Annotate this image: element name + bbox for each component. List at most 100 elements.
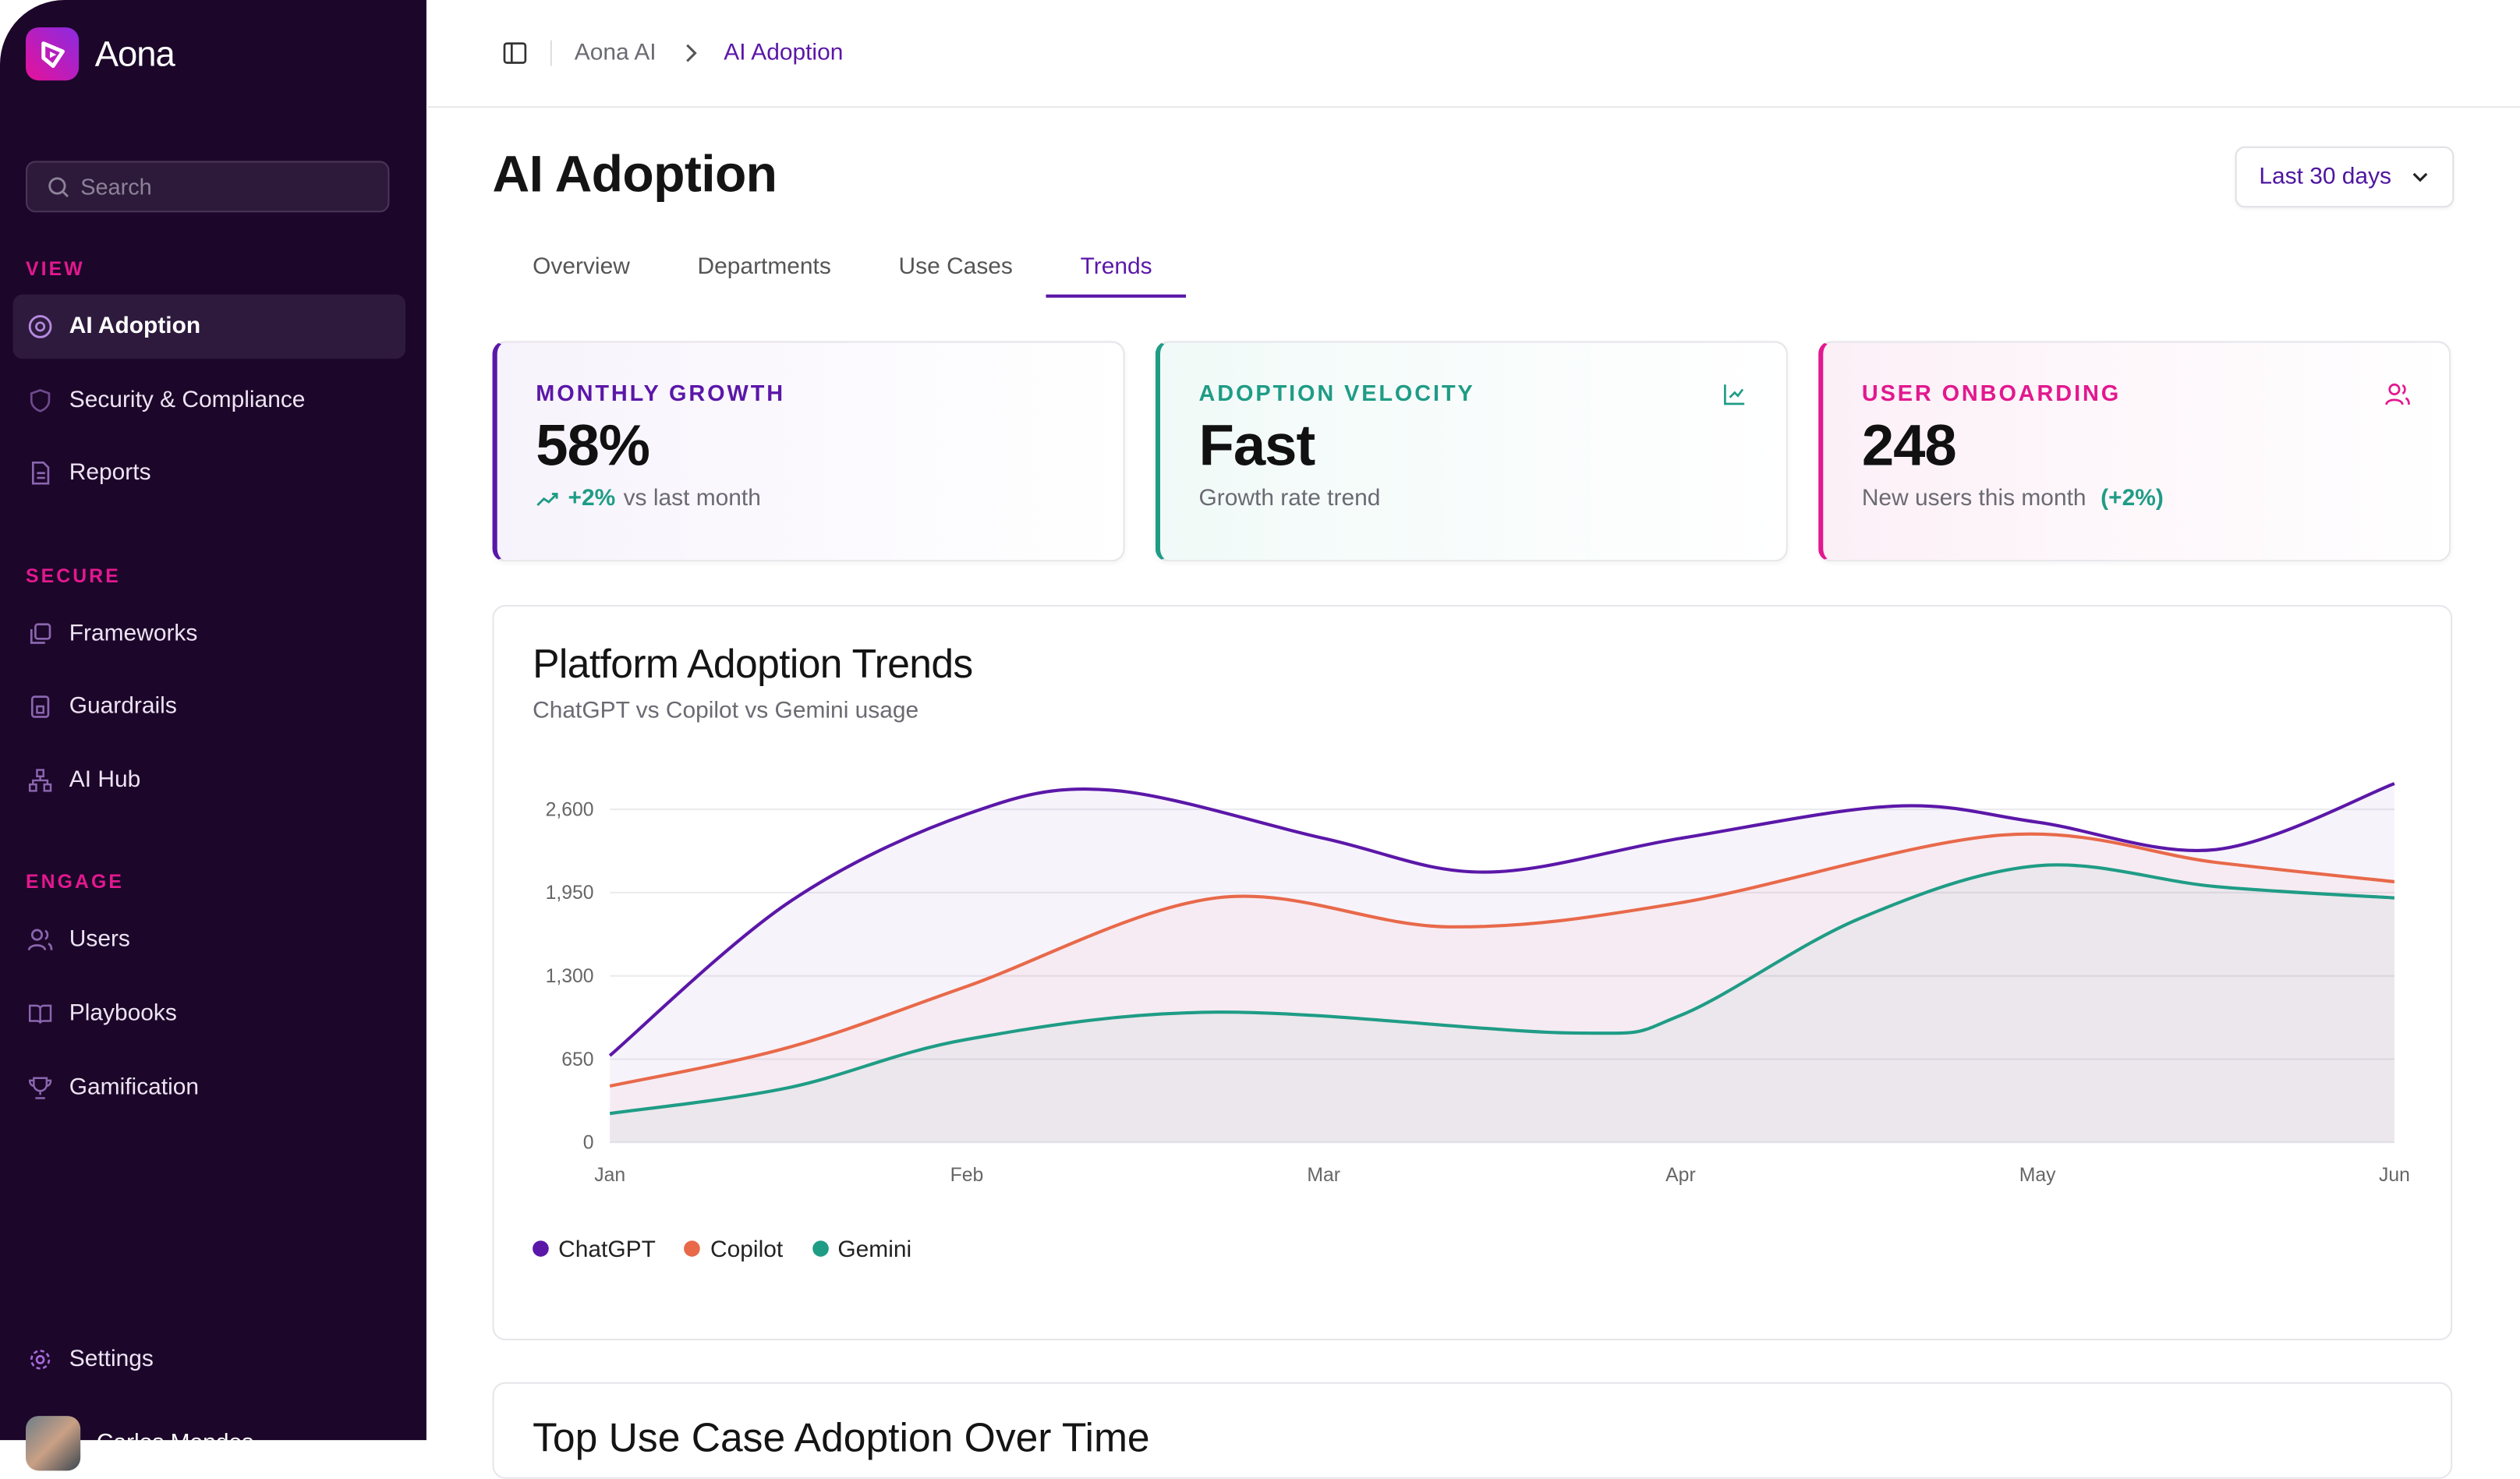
date-range-select[interactable]: Last 30 days	[2235, 146, 2455, 208]
sidebar-item-security-compliance[interactable]: Security & Compliance	[13, 369, 406, 433]
card-value: 248	[1861, 412, 1957, 478]
section-engage: ENGAGE	[26, 870, 124, 893]
series-area-copilot	[610, 833, 2394, 1143]
legend-item-copilot[interactable]: Copilot	[685, 1237, 783, 1263]
main-content: Aona AI AI Adoption AI Adoption Last 30 …	[427, 0, 2520, 1479]
chart-title: Platform Adoption Trends	[533, 642, 973, 688]
x-tick-label: Feb	[950, 1165, 984, 1186]
legend-item-gemini[interactable]: Gemini	[812, 1237, 911, 1263]
card-label: USER ONBOARDING	[1861, 380, 2122, 406]
section-title: Top Use Case Adoption Over Time	[533, 1416, 1150, 1461]
breadcrumb: Aona AI AI Adoption	[427, 0, 2520, 108]
sidebar-toggle-icon[interactable]	[502, 41, 528, 66]
aperture-icon	[28, 315, 52, 338]
book-icon	[28, 1004, 52, 1024]
divider	[550, 40, 552, 66]
section-secure: SECURE	[26, 564, 121, 588]
network-icon	[28, 769, 52, 792]
layers-icon	[30, 623, 51, 644]
app-name: Aona	[94, 33, 175, 73]
series-line-copilot	[609, 832, 2395, 1088]
nav-label: Playbooks	[69, 1000, 177, 1027]
tab-bar: Overview Departments Use Cases Trends	[499, 242, 1186, 298]
chart-legend: ChatGPT Copilot Gemini	[533, 1237, 911, 1263]
y-tick-label: 650	[561, 1049, 593, 1070]
sidebar-item-guardrails[interactable]: Guardrails	[13, 674, 406, 739]
sidebar-item-ai-adoption[interactable]: AI Adoption	[12, 294, 406, 359]
chevron-down-icon	[2412, 172, 2428, 182]
nav-label: Frameworks	[69, 621, 198, 647]
card-label: MONTHLY GROWTH	[536, 380, 786, 406]
search-icon	[48, 176, 69, 197]
avatar	[26, 1416, 81, 1471]
trophy-icon	[28, 1077, 52, 1099]
sidebar-item-ai-hub[interactable]: AI Hub	[13, 748, 406, 813]
breadcrumb-current: AI Adoption	[724, 40, 844, 66]
x-tick-label: May	[2019, 1165, 2056, 1186]
tab-use-cases[interactable]: Use Cases	[898, 254, 1013, 281]
tab-trends[interactable]: Trends	[1046, 242, 1186, 298]
chart-subtitle: ChatGPT vs Copilot vs Gemini usage	[533, 698, 919, 724]
nav-label: Security & Compliance	[69, 387, 306, 414]
series-line-chatgpt	[608, 782, 2395, 1057]
y-tick-label: 0	[583, 1133, 594, 1154]
user-menu[interactable]: Carlos Mendes	[26, 1416, 254, 1471]
user-name: Carlos Mendes	[96, 1430, 254, 1456]
x-tick-label: Apr	[1665, 1165, 1696, 1186]
shield-icon	[30, 389, 51, 412]
logo[interactable]: Aona	[26, 27, 175, 81]
tab-departments[interactable]: Departments	[697, 254, 831, 281]
use-case-adoption-card: Top Use Case Adoption Over Time	[492, 1382, 2453, 1479]
card-value: 58%	[536, 412, 650, 478]
sidebar-item-settings[interactable]: Settings	[13, 1328, 406, 1392]
lock-icon	[30, 695, 50, 718]
y-tick-label: 1,950	[546, 883, 594, 904]
users-icon	[2385, 383, 2410, 405]
nav-label: AI Adoption	[69, 313, 201, 340]
adoption-velocity-card: ADOPTION VELOCITY Fast Growth rate trend	[1155, 341, 1788, 562]
card-delta: (+2%)	[2101, 486, 2164, 512]
chevron-right-icon	[685, 44, 697, 62]
sidebar-item-frameworks[interactable]: Frameworks	[13, 602, 406, 667]
card-value: Fast	[1198, 412, 1316, 478]
nav-label: AI Hub	[69, 767, 141, 794]
search-input[interactable]: Search	[26, 161, 390, 213]
line-chart: 0 650 1,300 1,950 2,600 Jan Feb Mar Apr May Jun	[546, 782, 2410, 1186]
legend-label: Copilot	[710, 1237, 784, 1264]
file-icon	[31, 462, 50, 485]
nav-label: Reports	[69, 460, 151, 487]
card-sub: vs last month	[623, 486, 761, 512]
series-area-gemini	[610, 865, 2394, 1143]
search-placeholder: Search	[80, 173, 152, 200]
aona-logo-icon	[26, 27, 80, 81]
sidebar: Aona Search VIEW AI Adoption Security & …	[0, 0, 426, 1471]
legend-label: ChatGPT	[558, 1237, 656, 1264]
sidebar-item-reports[interactable]: Reports	[13, 441, 406, 505]
trending-up-icon	[536, 493, 558, 507]
x-tick-label: Jan	[594, 1165, 625, 1186]
page-title: AI Adoption	[492, 144, 777, 203]
section-view: VIEW	[26, 257, 85, 281]
sidebar-item-gamification[interactable]: Gamification	[13, 1056, 406, 1120]
gear-icon	[30, 1350, 51, 1370]
breadcrumb-parent[interactable]: Aona AI	[574, 40, 657, 66]
tab-overview[interactable]: Overview	[533, 254, 630, 281]
monthly-growth-card: MONTHLY GROWTH 58% +2% vs last month	[492, 341, 1125, 562]
date-range-value: Last 30 days	[2259, 164, 2392, 190]
legend-item-chatgpt[interactable]: ChatGPT	[533, 1237, 656, 1263]
user-icon	[27, 929, 53, 951]
card-label: ADOPTION VELOCITY	[1198, 380, 1475, 406]
user-onboarding-card: USER ONBOARDING 248 New users this month…	[1818, 341, 2451, 562]
nav-label: Users	[69, 926, 130, 953]
nav-label: Gamification	[69, 1074, 200, 1101]
card-delta: +2%	[568, 486, 616, 512]
series-line-gemini	[609, 863, 2395, 1116]
platform-adoption-chart-card: Platform Adoption Trends ChatGPT vs Copi…	[492, 604, 2453, 1341]
line-chart-icon	[1724, 384, 1745, 405]
sidebar-item-users[interactable]: Users	[13, 908, 406, 972]
sidebar-item-playbooks[interactable]: Playbooks	[13, 982, 406, 1046]
legend-label: Gemini	[837, 1237, 912, 1264]
x-tick-label: Jun	[2379, 1165, 2410, 1186]
y-tick-label: 1,300	[546, 966, 594, 987]
nav-label: Settings	[69, 1346, 154, 1373]
